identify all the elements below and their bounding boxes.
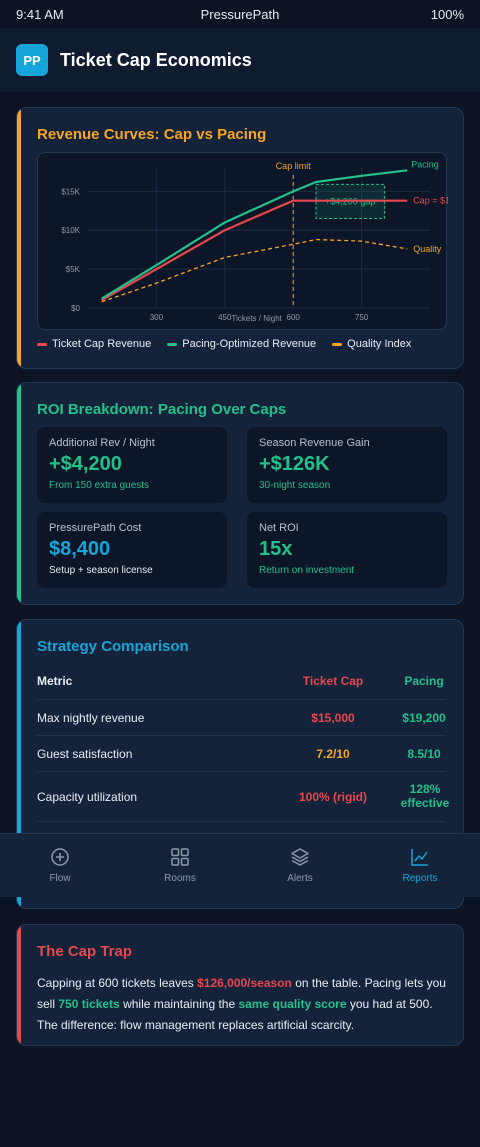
tile-sub: Return on investment <box>259 565 355 576</box>
revenue-card-title: Revenue Curves: Cap vs Pacing <box>37 126 267 143</box>
trap-text-3: while maintaining the <box>119 997 239 1011</box>
trap-highlight-quality: same quality score <box>238 997 347 1011</box>
row-metric: Guest satisfaction <box>37 747 133 761</box>
trap-highlight-tickets: 750 tickets <box>58 997 120 1011</box>
row-pacing-value: 128% effective <box>400 782 450 810</box>
tile-value: 15x <box>259 538 293 560</box>
nav-label-reports: Reports <box>402 873 438 884</box>
app-header: PP Ticket Cap Economics <box>0 28 480 92</box>
roi-tile-net-roi: Net ROI 15x Return on investment <box>247 512 447 588</box>
header-ticket-cap: Ticket Cap <box>302 674 364 688</box>
row-pacing-value: 8.5/10 <box>407 747 441 761</box>
legend-label-quality: Quality Index <box>347 338 412 350</box>
header-metric: Metric <box>37 674 73 688</box>
plus-circle-icon <box>51 848 69 866</box>
tile-sub: From 150 extra guests <box>49 480 150 491</box>
series-line-pacing <box>101 169 408 300</box>
revenue-chart: $0 $5K $10K $15K 300 450 600 750 Cap limit +$4,… <box>37 152 448 330</box>
row-cap-value: 100% (rigid) <box>298 790 367 804</box>
grid-icon <box>171 848 189 866</box>
nav-label-flow: Flow <box>49 873 71 884</box>
card-accent <box>17 620 21 908</box>
roi-card-title: ROI Breakdown: Pacing Over Caps <box>37 401 287 418</box>
revenue-curves-card: Revenue Curves: Cap vs Pacing $0 $5K $10K $… <box>16 107 464 369</box>
legend-item-quality: Quality Index <box>332 338 411 350</box>
cap-trap-card: The Cap Trap Capping at 600 tickets leav… <box>16 924 464 1046</box>
tile-label: PressurePath Cost <box>49 522 142 534</box>
roi-tile-cost: PressurePath Cost $8,400 Setup + season … <box>37 512 227 588</box>
chart-legend: Ticket Cap Revenue Pacing-Optimized Reve… <box>37 338 411 350</box>
y-tick-label: $15K <box>61 187 80 196</box>
x-tick-label: 750 <box>355 313 369 322</box>
roi-breakdown-card: ROI Breakdown: Pacing Over Caps Addition… <box>16 382 464 605</box>
page-title: Ticket Cap Economics <box>60 49 252 70</box>
roi-tile-additional-rev: Additional Rev / Night +$4,200 From 150 … <box>37 427 227 503</box>
comparison-card-title: Strategy Comparison <box>37 638 189 655</box>
nav-label-rooms: Rooms <box>164 873 196 884</box>
cap-value-label: Cap = $15K t <box>413 196 448 206</box>
legend-item-pacing: Pacing-Optimized Revenue <box>167 338 316 350</box>
layers-icon <box>291 848 309 866</box>
card-accent <box>17 925 21 1045</box>
nav-item-reports[interactable]: Reports <box>360 834 480 897</box>
trap-text-1: Capping at 600 tickets leaves <box>37 976 198 990</box>
legend-swatch-pacing <box>167 342 178 346</box>
status-time: 9:41 AM <box>16 6 64 22</box>
nav-item-rooms[interactable]: Rooms <box>120 834 240 897</box>
header-pacing: Pacing <box>404 674 444 688</box>
row-cap-value: 7.2/10 <box>316 747 350 761</box>
nav-item-alerts[interactable]: Alerts <box>240 834 360 897</box>
legend-label-pacing: Pacing-Optimized Revenue <box>182 338 317 350</box>
legend-swatch-cap <box>37 342 47 346</box>
legend-swatch-quality <box>332 342 343 346</box>
tile-label: Season Revenue Gain <box>259 437 370 449</box>
row-metric: Max nightly revenue <box>37 711 145 725</box>
row-pacing-value: $19,200 <box>402 711 446 725</box>
status-bar: 9:41 AM PressurePath 100% <box>0 0 480 28</box>
x-tick-label: 300 <box>150 313 164 322</box>
pacing-series-label: Pacing <box>411 159 439 169</box>
quality-series-label: Quality <box>413 244 442 254</box>
tile-sub: Setup + season license <box>49 565 153 576</box>
tile-sub: 30-night season <box>259 480 331 491</box>
legend-item-cap: Ticket Cap Revenue <box>37 338 151 350</box>
row-metric: Capacity utilization <box>37 790 138 804</box>
x-axis-label: Tickets / Night <box>232 314 283 323</box>
card-accent <box>17 108 21 368</box>
trap-card-body: Capping at 600 tickets leaves $126,000/s… <box>37 973 449 1036</box>
table-row: Guest satisfaction 7.2/10 8.5/10 <box>37 736 445 772</box>
app-logo: PP <box>16 44 48 76</box>
x-tick-label: 450 <box>218 313 232 322</box>
trap-text-4: you had at 500. The difference: flow man… <box>37 997 433 1032</box>
table-row: Capacity utilization 100% (rigid) 128% e… <box>37 772 449 822</box>
status-battery: 100% <box>430 6 464 22</box>
tile-label: Net ROI <box>259 522 299 534</box>
y-tick-label: $5K <box>66 265 81 274</box>
trap-text-2: on the table. Pacing lets you sell <box>37 976 446 1011</box>
tile-value: $8,400 <box>49 538 111 560</box>
bottom-nav: Flow Rooms Alerts Reports <box>0 833 480 897</box>
x-tick-label: 600 <box>287 313 301 322</box>
roi-tile-season-gain: Season Revenue Gain +$126K 30-night seas… <box>247 427 447 503</box>
tile-label: Additional Rev / Night <box>49 437 155 449</box>
row-cap-value: $15,000 <box>311 711 355 725</box>
status-app-name: PressurePath <box>200 6 280 22</box>
legend-label-cap: Ticket Cap Revenue <box>52 338 152 350</box>
series-line-ticket-cap <box>101 199 408 302</box>
trap-highlight-revenue: $126,000/season <box>197 976 292 990</box>
table-row: Max nightly revenue $15,000 $19,200 <box>37 700 446 736</box>
y-tick-label: $10K <box>61 226 80 235</box>
line-chart-icon <box>411 849 428 866</box>
y-tick-label: $0 <box>71 304 80 313</box>
series-line-quality <box>101 238 408 303</box>
tile-value: +$4,200 <box>49 453 122 475</box>
cap-limit-label: Cap limit <box>276 161 312 171</box>
tile-value: +$126K <box>259 453 330 475</box>
card-accent <box>17 383 21 604</box>
nav-label-alerts: Alerts <box>287 873 313 884</box>
nav-item-flow[interactable]: Flow <box>0 834 120 897</box>
comparison-header-row: Metric Ticket Cap Pacing <box>37 674 445 700</box>
trap-card-title: The Cap Trap <box>37 943 133 960</box>
